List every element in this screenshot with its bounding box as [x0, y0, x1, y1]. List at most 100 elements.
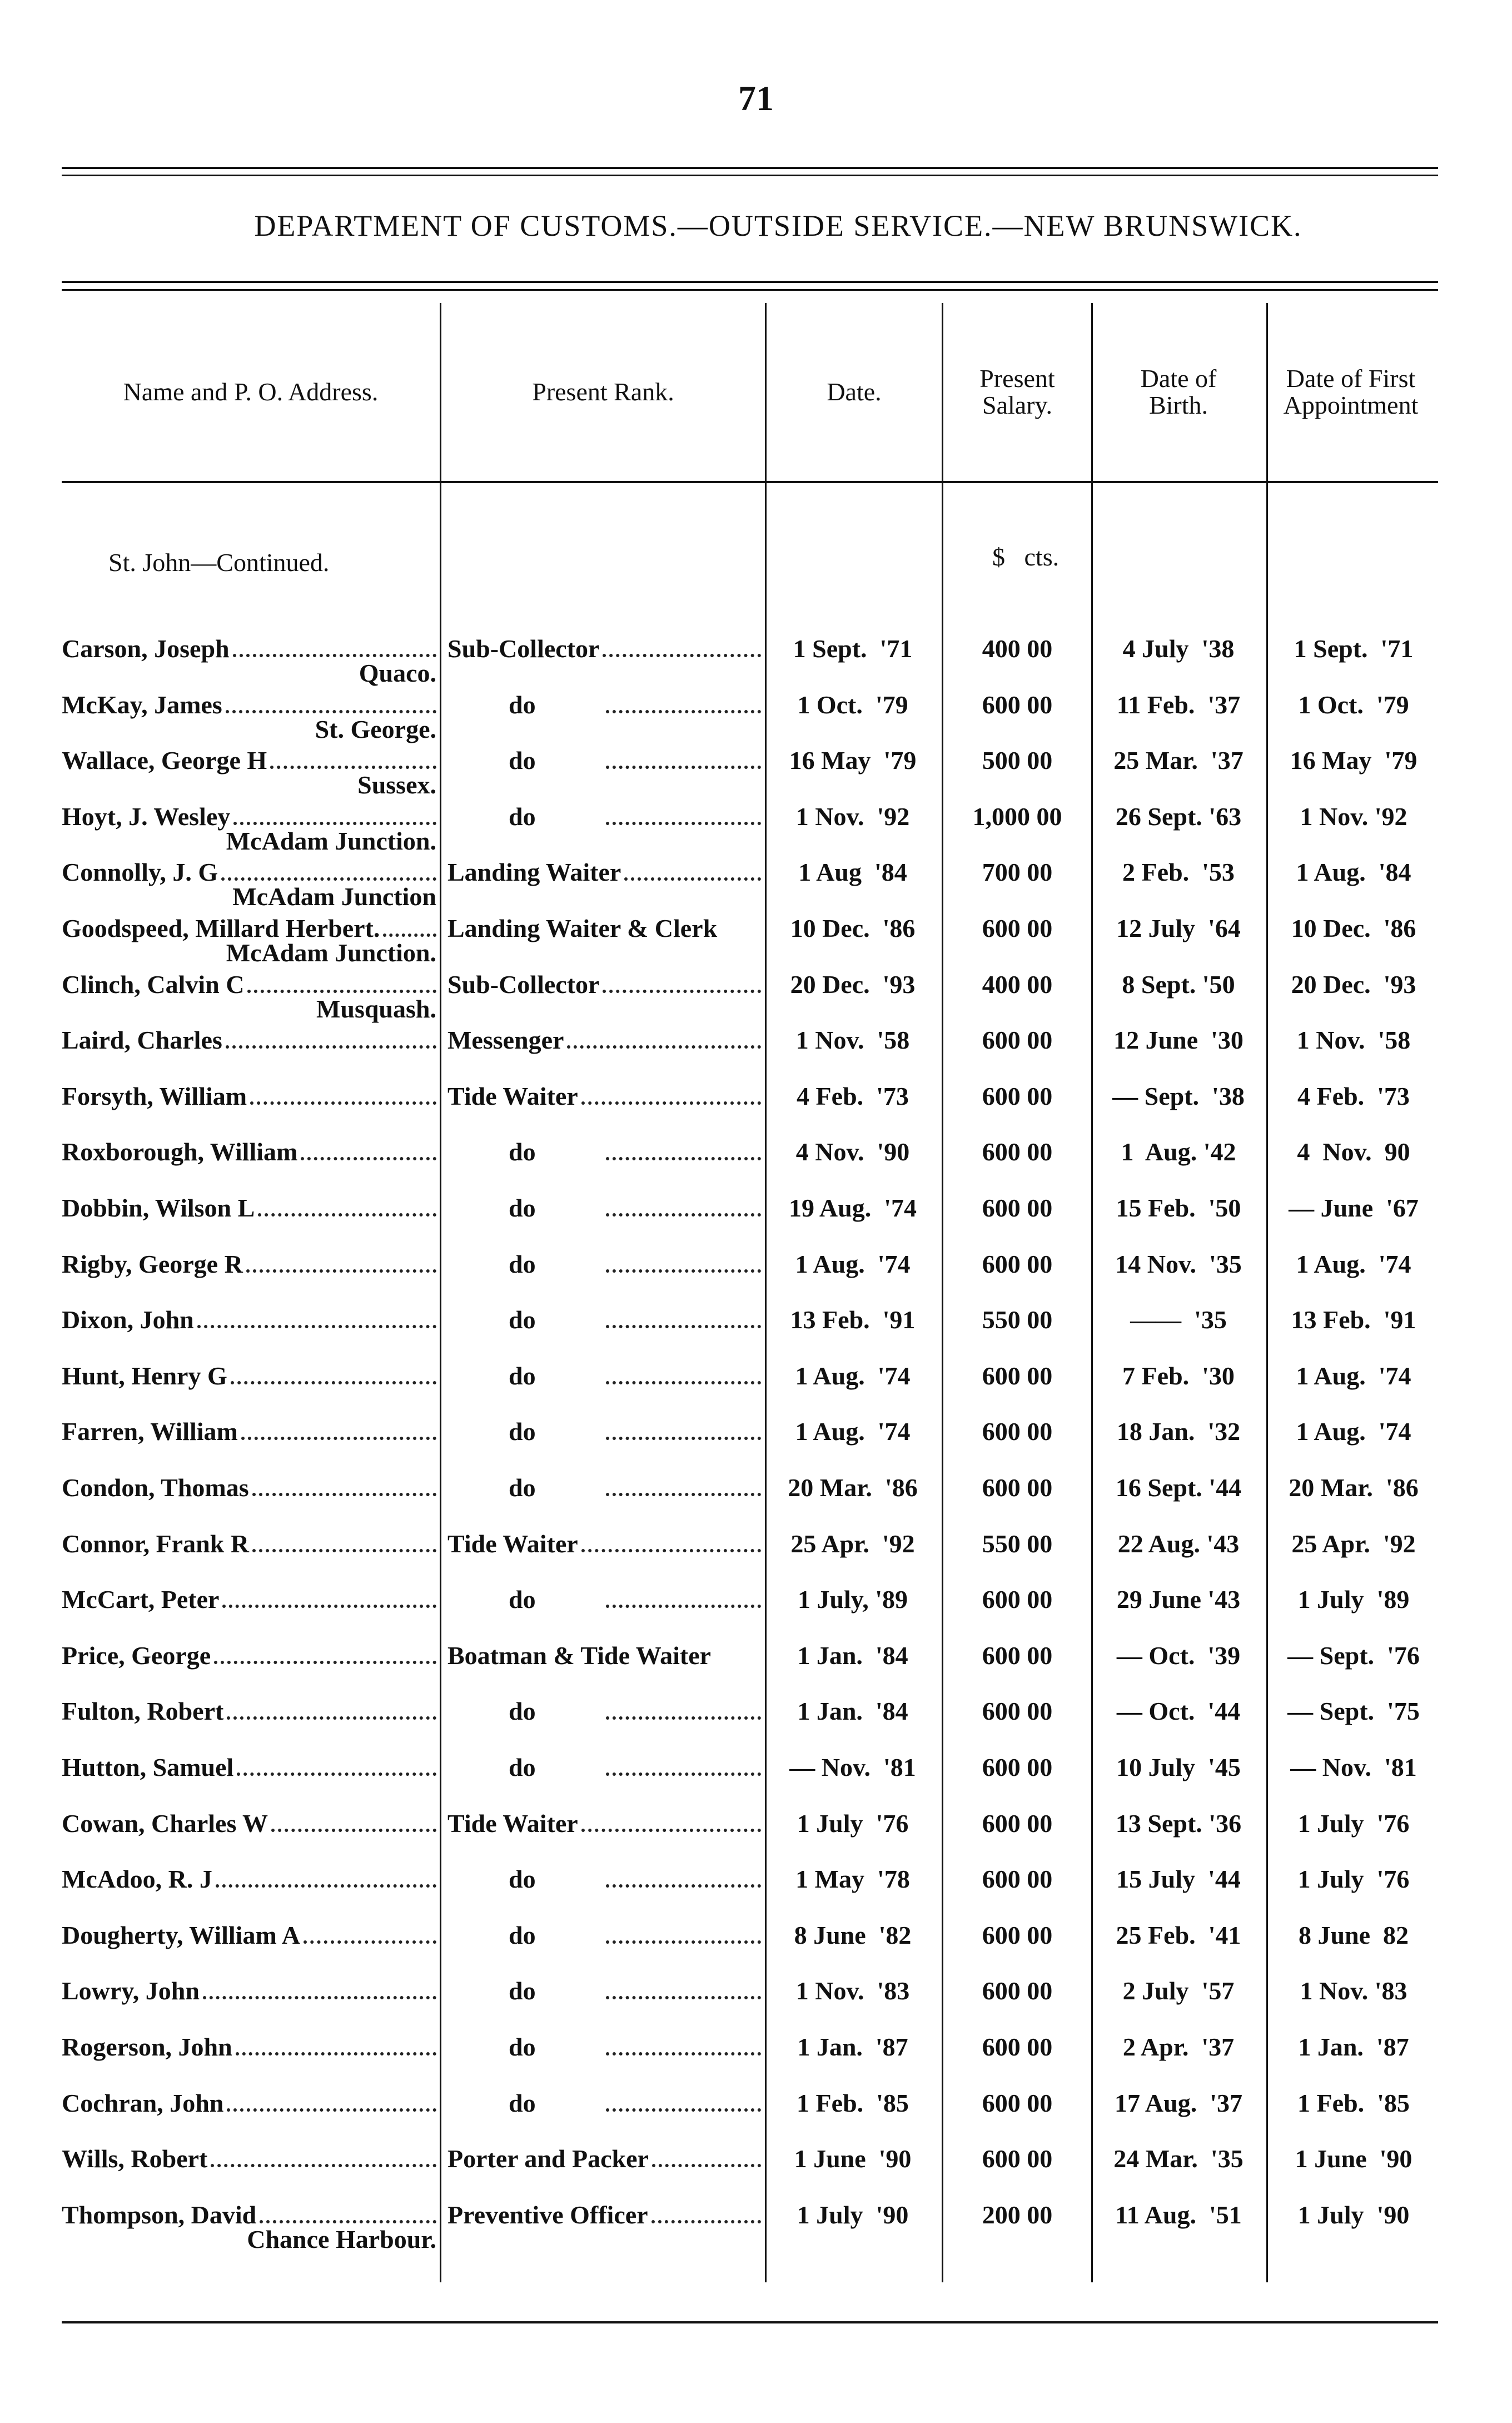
po-address: Quaco. — [359, 659, 436, 687]
birth-cell: 10 July '45 — [1095, 1752, 1262, 1782]
present-salary: 600 00 — [982, 1697, 1053, 1726]
present-rank: do — [509, 802, 536, 831]
date-of-birth: 25 Feb. '41 — [1116, 1920, 1241, 1949]
first-appointment-date: 20 Mar. '86 — [1289, 1473, 1419, 1502]
name-cell: Dougherty, William A — [62, 1920, 440, 1950]
birth-cell: 7 Feb. '30 — [1095, 1361, 1262, 1391]
present-salary: 600 00 — [982, 1641, 1053, 1670]
present-salary: 600 00 — [982, 1249, 1053, 1278]
header-rule — [62, 281, 1438, 283]
salary-cell: 600 00 — [945, 1809, 1090, 1838]
rank-cell: do — [447, 1473, 764, 1502]
date-cell: 1 Oct. '79 — [769, 690, 936, 719]
salary-cell: 600 00 — [945, 2144, 1090, 2173]
dot-leader — [605, 1381, 761, 1384]
dot-leader — [227, 1716, 436, 1720]
employee-name: Connolly, J. G — [62, 858, 218, 887]
rank-cell: do — [447, 1864, 764, 1894]
dot-leader — [581, 1828, 761, 1832]
date-cell: 8 June '82 — [769, 1920, 936, 1950]
section-label: St. John—Continued. — [108, 548, 330, 577]
rank-cell: do — [447, 1137, 764, 1166]
date-cell: 1 Aug '84 — [769, 857, 936, 887]
employee-name: Rigby, George R — [62, 1249, 243, 1278]
employee-name: McKay, James — [62, 690, 222, 719]
salary-cell: 600 00 — [945, 1081, 1090, 1111]
date-of-birth: 10 July '45 — [1116, 1753, 1241, 1781]
rank-cell: do — [447, 2088, 764, 2118]
present-salary: 600 00 — [982, 1585, 1053, 1614]
salary-cell: 400 00 — [945, 634, 1090, 663]
dot-leader — [651, 2164, 761, 2168]
present-rank: do — [509, 1305, 536, 1334]
first-appointment-cell: 1 July '76 — [1270, 1809, 1437, 1838]
dot-leader — [197, 1325, 436, 1329]
table-row: McAdoo, R. J do 1 May '78 600 00 15 July '44… — [0, 1864, 1512, 1920]
date-cell: 4 Feb. '73 — [769, 1081, 936, 1111]
dot-leader — [225, 709, 436, 713]
employee-name: Cochran, John — [62, 2088, 224, 2117]
rank-cell: Landing Waiter — [447, 857, 764, 887]
present-salary: 200 00 — [982, 2200, 1053, 2229]
salary-cell: 600 00 — [945, 1641, 1090, 1670]
dot-leader — [301, 1157, 436, 1161]
date-cell: 10 Dec. '86 — [769, 913, 936, 943]
present-salary: 550 00 — [982, 1529, 1053, 1558]
present-rank: do — [509, 1697, 536, 1726]
rank-cell: do — [447, 1305, 764, 1334]
date-of-birth: — Oct. '39 — [1116, 1641, 1241, 1670]
first-appointment-cell: 13 Feb. '91 — [1270, 1305, 1437, 1334]
rank-date: 20 Dec. '93 — [790, 970, 916, 999]
dot-leader — [605, 2108, 761, 2112]
po-address: McAdam Junction. — [226, 826, 436, 855]
first-appointment-date: 13 Feb. '91 — [1291, 1305, 1416, 1334]
name-cell: Thompson, David — [62, 2200, 440, 2230]
present-salary: 1,000 00 — [972, 802, 1062, 831]
rank-date: 13 Feb. '91 — [790, 1305, 916, 1334]
date-of-birth: 11 Feb. '37 — [1116, 690, 1241, 719]
rank-cell: do — [447, 1585, 764, 1614]
first-appointment-cell: 1 Jan. '87 — [1270, 2032, 1437, 2062]
rank-cell: Boatman & Tide Waiter — [447, 1641, 764, 1670]
rank-cell: do — [447, 1417, 764, 1446]
table-row: Hunt, Henry G do 1 Aug. '74 600 00 7 Feb. '3… — [0, 1361, 1512, 1417]
dot-leader — [605, 1325, 761, 1329]
rank-cell: Tide Waiter — [447, 1809, 764, 1838]
rank-date: 1 July '76 — [797, 1809, 909, 1838]
birth-cell: 2 Apr. '37 — [1095, 2032, 1262, 2062]
dot-leader — [225, 1045, 436, 1049]
dot-leader — [222, 1605, 436, 1608]
date-of-birth: 25 Mar. '37 — [1113, 746, 1244, 775]
dot-leader — [233, 821, 436, 825]
present-salary: 600 00 — [982, 690, 1053, 719]
salary-cell: 700 00 — [945, 857, 1090, 887]
name-cell: Wills, Robert — [62, 2144, 440, 2173]
bottom-rule — [62, 2321, 1438, 2323]
table-row: Dougherty, William A do 8 June '82 600 00 25… — [0, 1920, 1512, 1977]
name-cell: McKay, James — [62, 690, 440, 719]
dot-leader — [252, 1548, 436, 1552]
first-appointment-cell: 4 Feb. '73 — [1270, 1081, 1437, 1111]
present-salary: 600 00 — [982, 2088, 1053, 2117]
present-salary: 600 00 — [982, 1026, 1053, 1055]
present-salary: 600 00 — [982, 1081, 1053, 1110]
first-appointment-cell: 1 Aug. '74 — [1270, 1417, 1437, 1446]
rank-cell: do — [447, 1193, 764, 1223]
present-rank: do — [509, 1920, 536, 1949]
birth-cell: 12 July '64 — [1095, 913, 1262, 943]
salary-cell: 600 00 — [945, 2088, 1090, 2118]
present-rank: do — [509, 1753, 536, 1781]
rank-date: 1 July, '89 — [797, 1585, 908, 1614]
employee-name: Price, George — [62, 1641, 211, 1670]
birth-cell: 25 Mar. '37 — [1095, 746, 1262, 775]
po-address: Chance Harbour. — [247, 2225, 436, 2253]
name-cell: Hutton, Samuel — [62, 1752, 440, 1782]
dot-leader — [383, 934, 436, 937]
first-appointment-date: 1 Aug. '84 — [1296, 858, 1411, 887]
rank-cell: do — [447, 1696, 764, 1726]
first-appointment-date: 1 Nov. '83 — [1300, 1977, 1407, 2005]
dot-leader — [252, 1493, 436, 1496]
dot-leader — [271, 1828, 436, 1832]
salary-cell: 600 00 — [945, 1920, 1090, 1950]
table-row: Farren, William do 1 Aug. '74 600 00 18 Jan.… — [0, 1417, 1512, 1473]
